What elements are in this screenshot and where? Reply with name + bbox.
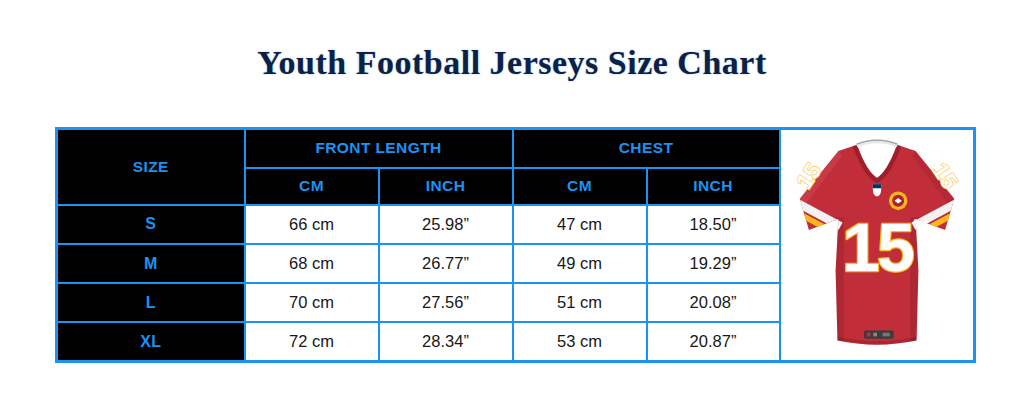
size-cell: S (57, 205, 245, 244)
header-chest: CHEST (513, 129, 780, 168)
size-cell: M (57, 244, 245, 283)
front-inch-cell: 28.34” (379, 322, 513, 361)
front-inch-cell: 26.77” (379, 244, 513, 283)
jersey-chest-number: 15 (842, 209, 913, 285)
chest-inch-cell: 19.29” (647, 244, 780, 283)
header-front-cm: CM (245, 168, 379, 205)
chest-cm-cell: 49 cm (513, 244, 647, 283)
front-cm-cell: 66 cm (245, 205, 379, 244)
size-chart-page: Youth Football Jerseys Size Chart SIZE F… (0, 0, 1024, 418)
chest-inch-cell: 18.50” (647, 205, 780, 244)
jersey-image: 15 15 15 (785, 130, 969, 356)
chest-cm-cell: 47 cm (513, 205, 647, 244)
chest-inch-cell: 20.87” (647, 322, 780, 361)
front-cm-cell: 72 cm (245, 322, 379, 361)
size-cell: XL (57, 322, 245, 361)
chest-inch-cell: 20.08” (647, 283, 780, 322)
header-front-length: FRONT LENGTH (245, 129, 513, 168)
header-size: SIZE (57, 129, 245, 205)
front-inch-cell: 27.56” (379, 283, 513, 322)
jock-tag (864, 330, 893, 338)
jersey-cell: 15 15 15 (780, 129, 975, 362)
front-cm-cell: 68 cm (245, 244, 379, 283)
chest-cm-cell: 51 cm (513, 283, 647, 322)
front-cm-cell: 70 cm (245, 283, 379, 322)
header-chest-inch: INCH (647, 168, 780, 205)
size-cell: L (57, 283, 245, 322)
page-title: Youth Football Jerseys Size Chart (0, 44, 1024, 82)
chest-cm-cell: 53 cm (513, 322, 647, 361)
header-chest-cm: CM (513, 168, 647, 205)
front-inch-cell: 25.98” (379, 205, 513, 244)
size-chart-table: SIZE FRONT LENGTH CHEST (55, 127, 976, 363)
team-patch-icon (889, 191, 907, 209)
header-front-inch: INCH (379, 168, 513, 205)
